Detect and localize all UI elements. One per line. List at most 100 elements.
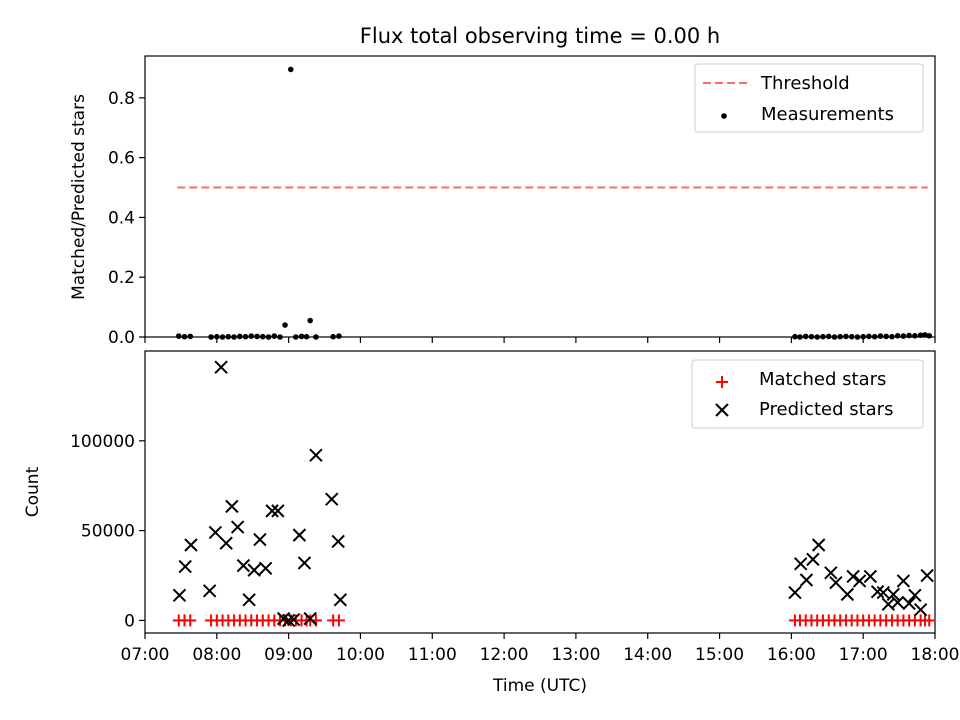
measurement-point (175, 333, 182, 339)
bottom-marks (172, 360, 936, 628)
x-tick-label: 09:00 (264, 645, 313, 665)
predicted-star-point (908, 588, 922, 602)
measurement-point (259, 333, 266, 340)
measurement-point (797, 334, 803, 340)
legend-measurements-label: Measurements (761, 104, 894, 125)
measurement-point (854, 334, 861, 340)
predicted-star-point (896, 574, 911, 588)
measurement-point (792, 333, 798, 340)
measurement-point (265, 334, 272, 340)
measurement-point (248, 333, 255, 339)
measurement-point (254, 333, 260, 340)
predicted-star-point (886, 587, 901, 602)
bottom-legend: Matched stars Predicted stars (691, 359, 924, 429)
predicted-star-point (331, 534, 345, 549)
predicted-star-point (325, 492, 339, 506)
measurement-point (825, 333, 832, 340)
predicted-star-point (219, 536, 233, 550)
legend-measurements-swatch (721, 113, 727, 119)
predicted-star-point (265, 504, 279, 518)
predicted-star-point (281, 613, 296, 628)
predicted-star-point (806, 552, 820, 567)
measurement-point (871, 333, 878, 340)
x-axis-label: Time (UTC) (492, 676, 587, 696)
measurement-point (814, 334, 821, 340)
top-y-tick-label: 0.6 (108, 149, 135, 169)
predicted-star-point (202, 584, 217, 598)
measurement-point (237, 333, 243, 340)
top-y-tick-label: 0.8 (108, 89, 135, 109)
predicted-star-point (788, 585, 802, 600)
measurement-point (303, 333, 310, 340)
predicted-star-point (799, 573, 814, 587)
measurement-point (831, 334, 838, 340)
matched-star-point (923, 614, 936, 627)
x-tick-label: 16:00 (767, 645, 816, 665)
top-panel: Flux total observing time = 0.00 h 0.0 0.… (69, 24, 936, 348)
predicted-star-point (236, 558, 251, 573)
measurement-point (926, 333, 933, 339)
bottom-y-tick-label: 100000 (70, 432, 135, 452)
top-axes: 0.0 0.2 0.4 0.6 0.8 (108, 55, 936, 348)
predicted-star-point (247, 563, 261, 577)
predicted-star-point (253, 532, 267, 547)
legend-predicted-swatch (715, 403, 729, 417)
bottom-y-tick-label: 50000 (81, 522, 135, 542)
predicted-star-point (225, 499, 239, 514)
x-tick-label: 07:00 (121, 645, 170, 665)
predicted-star-point (208, 525, 223, 540)
predicted-star-point (297, 556, 312, 570)
top-plot-frame (144, 55, 936, 338)
predicted-star-point (902, 596, 916, 611)
predicted-star-point (890, 595, 905, 610)
measurement-point (298, 333, 305, 340)
matched-star-point (332, 614, 345, 627)
predicted-star-point (829, 575, 843, 590)
measurement-point (860, 333, 866, 340)
predicted-star-point (333, 593, 348, 607)
measurement-point (313, 334, 319, 340)
bottom-y-axis-label: Count (23, 466, 43, 517)
measurement-point (225, 333, 232, 340)
top-y-axis-label: Matched/Predicted stars (69, 94, 89, 300)
chart-title: Flux total observing time = 0.00 h (360, 24, 720, 48)
measurement-point (330, 333, 336, 340)
x-tick-label: 18:00 (911, 645, 960, 665)
measurement-point (889, 333, 895, 340)
top-y-tick-label: 0.0 (108, 328, 135, 348)
predicted-star-point (258, 561, 273, 576)
measurement-point (208, 334, 214, 340)
predicted-star-point (863, 569, 878, 584)
measurement-point (242, 333, 249, 340)
predicted-star-point (846, 569, 860, 584)
top-marks (175, 66, 933, 340)
measurement-point (900, 333, 907, 339)
x-tick-label: 17:00 (839, 645, 888, 665)
predicted-star-point (172, 588, 187, 602)
measurement-point (271, 333, 278, 339)
top-y-tick-label: 0.4 (108, 208, 135, 228)
predicted-star-point (292, 528, 307, 542)
measurement-point (906, 332, 912, 339)
measurement-point (187, 333, 194, 340)
measurement-point (181, 333, 188, 340)
bottom-plot-frame (144, 350, 936, 634)
x-tick-label: 08:00 (192, 645, 241, 665)
predicted-star-point (824, 566, 838, 580)
x-tick-label: 11:00 (408, 645, 457, 665)
predicted-star-point (286, 612, 301, 627)
bottom-panel: 0 50000 100000 07:00 08:00 09:00 10:00 11:00 12:… (23, 350, 960, 696)
predicted-star-point (793, 557, 808, 571)
top-legend: Threshold Measurements (694, 63, 924, 133)
predicted-star-point (184, 538, 198, 552)
measurement-point (336, 333, 342, 339)
x-tick-label: 15:00 (695, 645, 744, 665)
measurement-point (293, 334, 299, 340)
predicted-star-point (214, 360, 228, 374)
measurement-point (287, 66, 294, 73)
x-tick-label: 13:00 (551, 645, 600, 665)
predicted-star-point (242, 593, 256, 607)
measurement-point (866, 333, 872, 340)
measurement-point (277, 334, 283, 340)
